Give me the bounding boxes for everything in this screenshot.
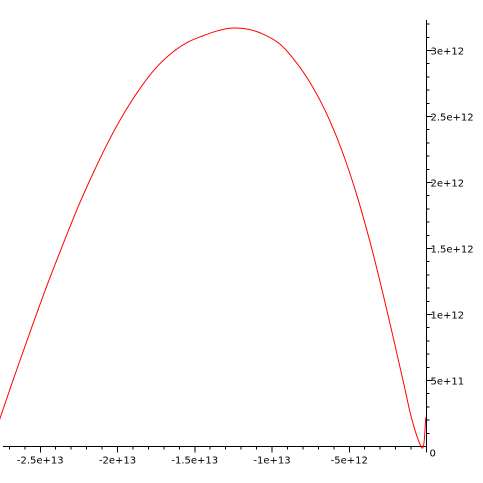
x-tick-label: 0 <box>430 449 436 460</box>
x-tick-label: -1.5e+13 <box>171 456 218 467</box>
series-line <box>0 27 427 449</box>
x-tick-label: -2.5e+13 <box>17 456 64 467</box>
tick-labels: -2.5e+13 -2e+13 -1.5e+13 -1e+13 -5e+12 0 5e+11… <box>17 47 474 467</box>
y-tick-label: 1.5e+12 <box>431 245 474 256</box>
series-group <box>0 27 427 449</box>
x-tick-label: -1e+13 <box>253 456 290 467</box>
y-tick-label: 3e+12 <box>431 47 465 58</box>
y-tick-label: 2.5e+12 <box>431 113 474 124</box>
x-tick-label: -5e+12 <box>331 456 368 467</box>
y-tick-label: 2e+12 <box>431 179 465 190</box>
major-ticks <box>39 50 433 453</box>
x-tick-label: -2e+13 <box>99 456 136 467</box>
axes <box>3 20 427 447</box>
y-tick-label: 1e+12 <box>431 311 465 322</box>
y-tick-label: 5e+11 <box>431 377 465 388</box>
minor-ticks <box>8 23 430 450</box>
